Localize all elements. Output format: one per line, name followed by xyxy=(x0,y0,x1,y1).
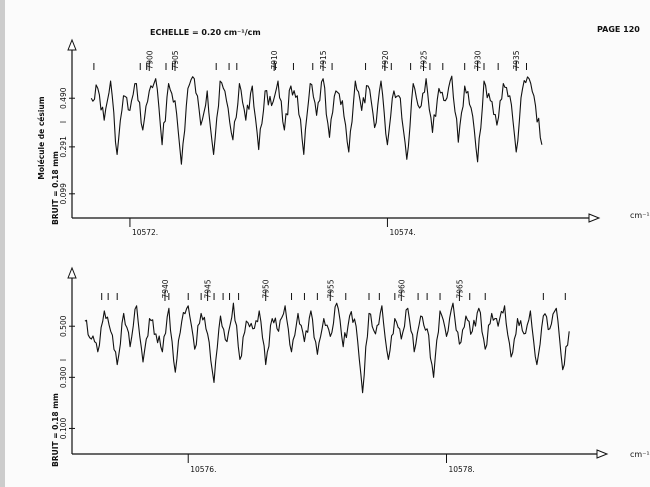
chart-panel-2: 0.100 0.300 0.500 I BRUIT = 0.18 mm 10576. 105… xyxy=(51,266,609,474)
y-tick-label: 0.100 xyxy=(59,417,68,439)
x-tick-label: 10572. xyxy=(132,228,158,237)
line-id-label: 7955 xyxy=(326,279,335,298)
x-unit-bottom: cm⁻¹ xyxy=(630,450,650,459)
line-id-label: 7945 xyxy=(204,279,213,298)
side-label: BRUIT = 0.18 mm xyxy=(51,393,60,467)
page-edge-shadow xyxy=(0,0,5,487)
x-tick-label: 10578. xyxy=(448,465,474,474)
spectrum-trace xyxy=(84,302,570,394)
y-tick-label: 0.300 xyxy=(59,366,68,388)
line-id-label: 7965 xyxy=(455,279,464,298)
y-marker: I xyxy=(59,359,68,361)
line-id-label: 7935 xyxy=(512,50,521,69)
x-unit-top: cm⁻¹ xyxy=(630,211,650,220)
y-axis-arrow-icon xyxy=(67,38,77,51)
line-id-label: 7930 xyxy=(474,50,483,69)
x-tick-label: 10576. xyxy=(190,465,216,474)
line-id-label: 7910 xyxy=(270,50,279,69)
spectrum-trace xyxy=(90,75,543,165)
x-axis-arrow-icon xyxy=(596,449,609,459)
side-label: Molécule de césium xyxy=(37,96,46,179)
chart-panel-1: 0.099 0.291 0.490 I BRUIT = 0.18 mm Molécule … xyxy=(37,38,601,237)
y-tick-label: 0.291 xyxy=(59,136,68,158)
y-tick-label: 0.490 xyxy=(59,87,68,109)
x-axis-arrow-icon xyxy=(588,213,601,223)
x-tick-label: 10574. xyxy=(389,228,415,237)
line-id-label: 7915 xyxy=(319,50,328,69)
line-id-label: 7960 xyxy=(397,279,406,298)
line-id-label: 7900 xyxy=(145,50,154,69)
line-id-label: 7950 xyxy=(262,279,271,298)
line-id-label: 7920 xyxy=(381,50,390,69)
y-tick-label: 0.500 xyxy=(59,315,68,337)
y-tick-label: 0.099 xyxy=(59,183,68,205)
line-id-label: 7905 xyxy=(171,50,180,69)
line-id-label: 7940 xyxy=(161,279,170,298)
page-number: PAGE 120 xyxy=(597,25,640,34)
line-id-label: 7925 xyxy=(419,50,428,69)
side-label: BRUIT = 0.18 mm xyxy=(51,151,60,225)
y-marker: I xyxy=(59,121,68,123)
y-axis-arrow-icon xyxy=(67,266,77,279)
scale-label: ECHELLE = 0.20 cm⁻¹/cm xyxy=(150,28,261,37)
